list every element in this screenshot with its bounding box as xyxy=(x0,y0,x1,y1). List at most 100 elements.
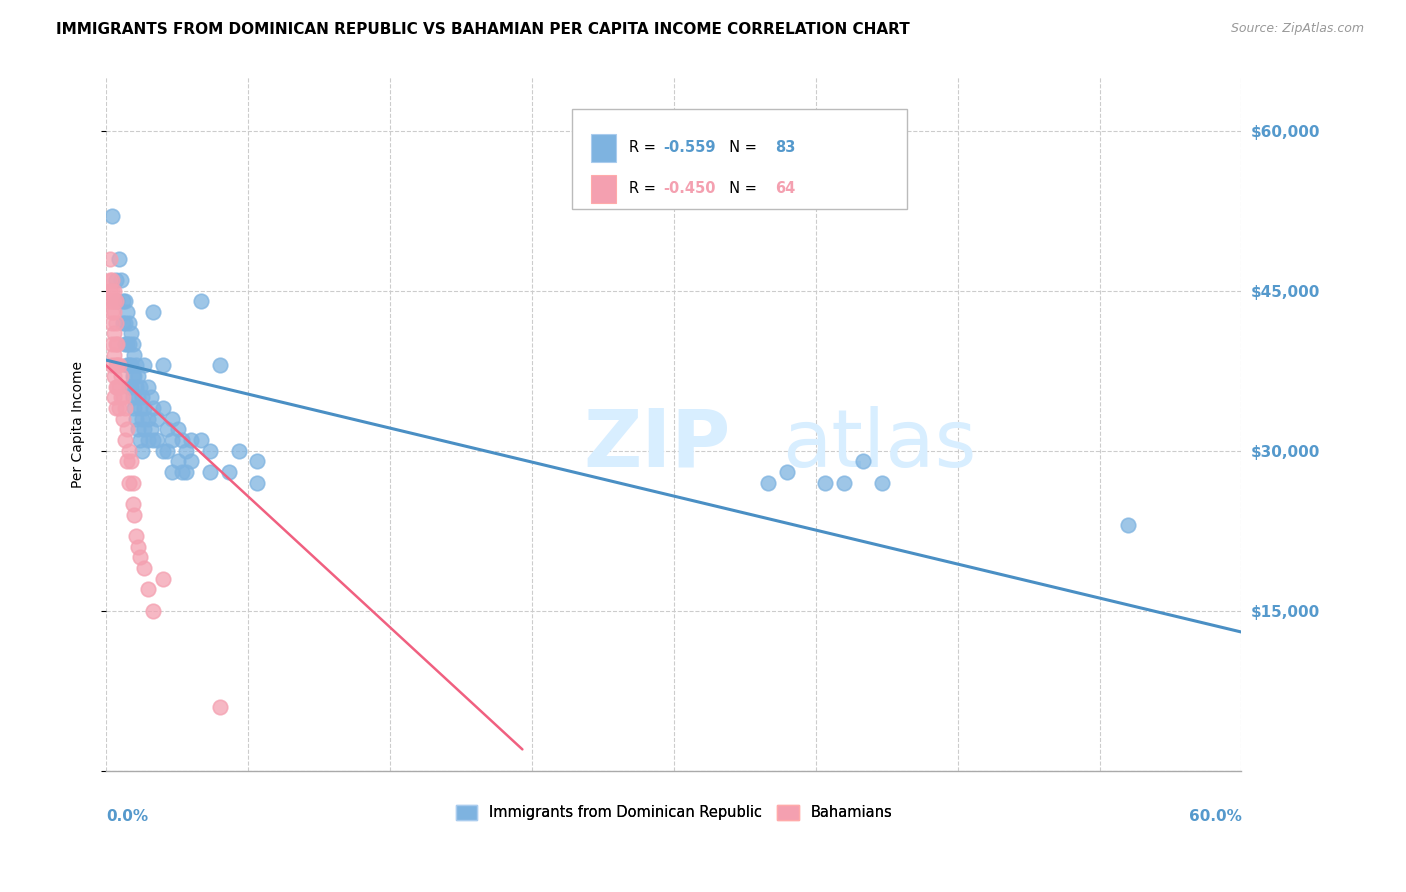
FancyBboxPatch shape xyxy=(591,134,616,161)
Point xyxy=(112,294,135,309)
Point xyxy=(246,454,269,468)
Point xyxy=(121,475,143,490)
FancyBboxPatch shape xyxy=(572,109,907,209)
Point xyxy=(108,252,131,266)
Point xyxy=(114,337,136,351)
Point xyxy=(107,380,129,394)
Y-axis label: Per Capita Income: Per Capita Income xyxy=(72,360,86,488)
Text: ZIP: ZIP xyxy=(583,406,730,483)
Point xyxy=(121,337,143,351)
Point xyxy=(174,465,197,479)
Point xyxy=(125,411,148,425)
Point xyxy=(121,391,143,405)
Point xyxy=(125,529,148,543)
Text: N =: N = xyxy=(720,181,762,196)
Point xyxy=(142,401,165,415)
Point xyxy=(152,359,174,373)
Point xyxy=(98,252,121,266)
Point xyxy=(146,433,169,447)
Point xyxy=(100,294,122,309)
Text: IMMIGRANTS FROM DOMINICAN REPUBLIC VS BAHAMIAN PER CAPITA INCOME CORRELATION CHA: IMMIGRANTS FROM DOMINICAN REPUBLIC VS BA… xyxy=(56,22,910,37)
Point xyxy=(100,337,122,351)
Point xyxy=(112,391,135,405)
Point xyxy=(132,422,155,436)
Point xyxy=(98,294,121,309)
Text: 83: 83 xyxy=(775,140,796,155)
Point xyxy=(118,337,141,351)
Point xyxy=(104,337,127,351)
Point xyxy=(100,284,122,298)
Point xyxy=(190,433,212,447)
Point xyxy=(107,359,129,373)
Point xyxy=(131,411,153,425)
Text: Source: ZipAtlas.com: Source: ZipAtlas.com xyxy=(1230,22,1364,36)
Point xyxy=(208,699,231,714)
Point xyxy=(190,294,212,309)
Point xyxy=(120,380,142,394)
Point xyxy=(170,465,193,479)
Point xyxy=(112,316,135,330)
Point xyxy=(198,465,221,479)
Point xyxy=(98,284,121,298)
Point xyxy=(110,273,132,287)
Point xyxy=(152,401,174,415)
Point xyxy=(180,433,202,447)
Point xyxy=(107,337,129,351)
Point xyxy=(107,294,129,309)
Point xyxy=(110,369,132,384)
Point xyxy=(156,443,179,458)
Point xyxy=(852,454,875,468)
Point xyxy=(246,475,269,490)
Point xyxy=(104,316,127,330)
Point xyxy=(103,391,125,405)
Point xyxy=(100,316,122,330)
Point xyxy=(120,359,142,373)
Point xyxy=(100,305,122,319)
Point xyxy=(776,465,799,479)
Point xyxy=(136,433,159,447)
Point xyxy=(125,380,148,394)
Point xyxy=(127,422,149,436)
Point xyxy=(112,411,135,425)
Point xyxy=(131,391,153,405)
Point xyxy=(152,443,174,458)
Point xyxy=(98,273,121,287)
Point xyxy=(114,316,136,330)
Point xyxy=(167,422,190,436)
Point xyxy=(129,433,152,447)
Point xyxy=(152,572,174,586)
Text: R =: R = xyxy=(630,181,661,196)
Point xyxy=(142,305,165,319)
Point xyxy=(103,348,125,362)
Point xyxy=(104,359,127,373)
Point xyxy=(180,454,202,468)
Point xyxy=(124,401,146,415)
Point xyxy=(125,359,148,373)
Point xyxy=(127,369,149,384)
Point xyxy=(104,380,127,394)
Point xyxy=(136,411,159,425)
Point xyxy=(124,508,146,522)
Point xyxy=(100,209,122,223)
Point xyxy=(121,497,143,511)
Point xyxy=(156,422,179,436)
Point xyxy=(108,359,131,373)
Point xyxy=(131,443,153,458)
Point xyxy=(120,454,142,468)
Point xyxy=(142,604,165,618)
Point xyxy=(132,561,155,575)
Point xyxy=(228,443,250,458)
Point xyxy=(103,294,125,309)
Point xyxy=(115,359,138,373)
Point xyxy=(103,284,125,298)
Point xyxy=(124,348,146,362)
Point xyxy=(129,550,152,565)
Point xyxy=(100,359,122,373)
Point xyxy=(100,273,122,287)
Point xyxy=(104,401,127,415)
Point xyxy=(1116,518,1139,533)
Point xyxy=(218,465,240,479)
Text: -0.450: -0.450 xyxy=(664,181,716,196)
Point xyxy=(104,294,127,309)
Point xyxy=(127,540,149,554)
